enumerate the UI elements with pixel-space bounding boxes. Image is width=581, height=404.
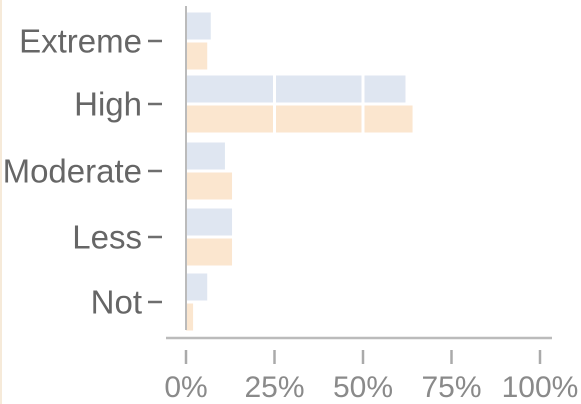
- bar-extreme-series-1: [186, 12, 211, 40]
- bar-not-series-1: [186, 273, 208, 301]
- category-label-less: Less: [72, 219, 142, 256]
- x-tick-label-2: 50%: [333, 371, 393, 404]
- bar-high-series-2: [186, 105, 413, 133]
- bar-less-series-2: [186, 238, 233, 266]
- category-label-extreme: Extreme: [19, 23, 142, 60]
- category-label-not: Not: [91, 284, 142, 321]
- bar-moderate-series-2: [186, 172, 233, 200]
- x-tick-label-4: 100%: [502, 371, 579, 404]
- x-tick-label-0: 0%: [164, 371, 207, 404]
- bar-high-series-1: [186, 75, 406, 103]
- left-edge-strip: [0, 0, 2, 404]
- bar-less-series-1: [186, 208, 233, 236]
- x-tick-label-1: 25%: [244, 371, 304, 404]
- bar-not-series-2: [186, 303, 194, 331]
- x-tick-label-3: 75%: [421, 371, 481, 404]
- category-label-moderate: Moderate: [3, 153, 142, 190]
- category-label-high: High: [74, 86, 142, 123]
- bar-extreme-series-2: [186, 42, 208, 70]
- bar-moderate-series-1: [186, 142, 225, 170]
